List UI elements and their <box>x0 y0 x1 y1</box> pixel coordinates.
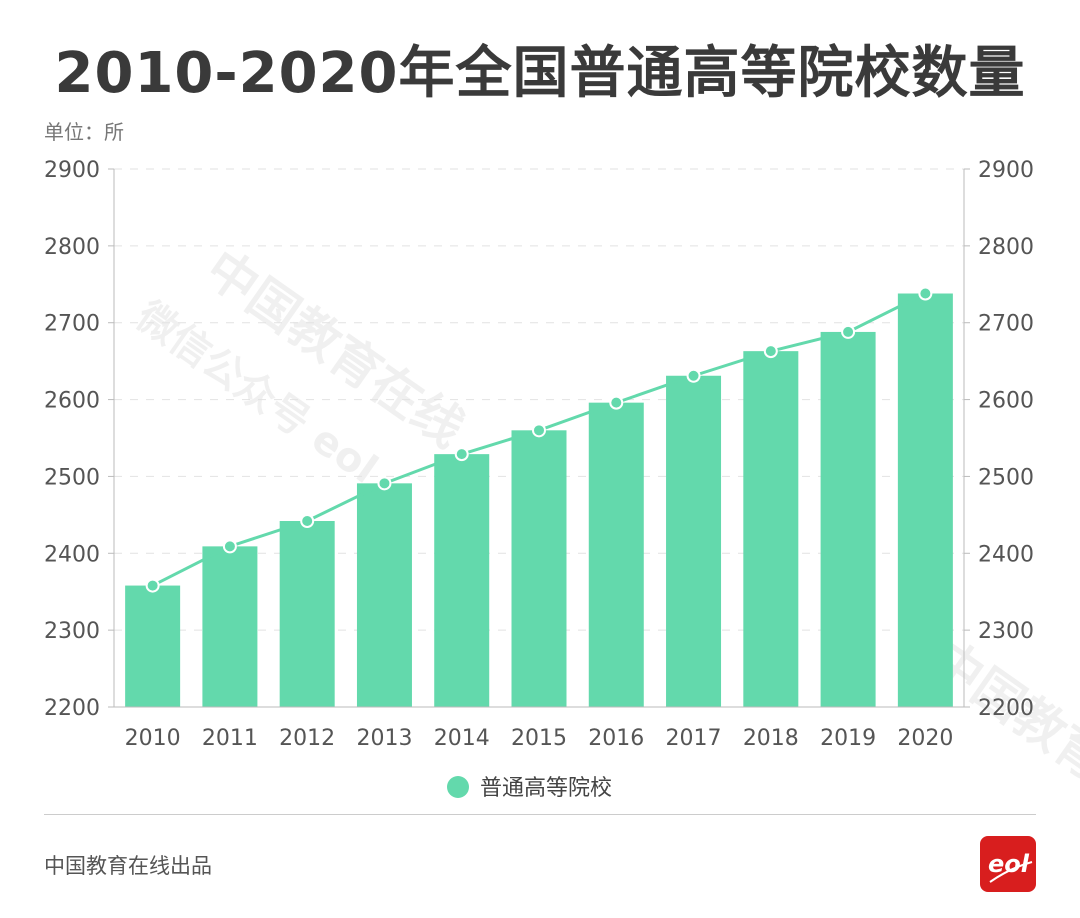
y-tick-label: 2900 <box>44 158 100 183</box>
line-point <box>300 514 315 529</box>
line-point <box>686 368 701 383</box>
y2-tick-label: 2600 <box>978 389 1034 414</box>
x-tick-label: 2020 <box>897 726 953 751</box>
y2-tick-label: 2200 <box>978 696 1034 721</box>
line-point <box>222 539 237 554</box>
line-point <box>377 476 392 491</box>
x-tick-label: 2019 <box>820 726 876 751</box>
bar <box>897 293 953 707</box>
chart: 2200 2300 2400 2500 2600 2700 2800 2900 2200 2300… <box>44 158 1034 801</box>
bar <box>666 375 722 707</box>
y-tick-label: 2200 <box>44 696 100 721</box>
line-point <box>918 286 933 301</box>
eol-logo: eol <box>980 836 1036 892</box>
y-tick-label: 2400 <box>44 542 100 567</box>
line-point <box>763 344 778 359</box>
unit-label: 单位：所 <box>44 120 124 144</box>
bar <box>511 430 567 707</box>
bar <box>125 585 181 707</box>
y2-tick-label: 2400 <box>978 542 1034 567</box>
y-tick-label: 2300 <box>44 619 100 644</box>
divider <box>44 814 1036 815</box>
y-tick-label: 2700 <box>44 312 100 337</box>
line-point <box>145 578 160 593</box>
bar <box>279 521 335 707</box>
x-tick-label: 2015 <box>511 726 567 751</box>
bar <box>743 351 799 707</box>
y-tick-label: 2600 <box>44 389 100 414</box>
line-point <box>609 395 624 410</box>
x-tick-label: 2014 <box>434 726 490 751</box>
legend-marker <box>447 776 469 798</box>
bar <box>820 331 876 707</box>
y2-tick-label: 2800 <box>978 235 1034 260</box>
bar <box>434 454 490 707</box>
line-point <box>532 423 546 438</box>
bar <box>202 546 258 707</box>
line-point <box>454 447 469 462</box>
y2-tick-label: 2500 <box>978 465 1034 490</box>
y2-tick-label: 2300 <box>978 619 1034 644</box>
line-point <box>841 324 856 339</box>
x-tick-label: 2010 <box>125 726 181 751</box>
chart-title: 2010-2020年全国普通高等院校数量 <box>54 41 1026 106</box>
bar <box>356 483 412 707</box>
x-tick-label: 2018 <box>743 726 799 751</box>
legend-label: 普通高等院校 <box>480 776 612 801</box>
y2-tick-label: 2700 <box>978 312 1034 337</box>
x-tick-label: 2012 <box>279 726 335 751</box>
x-tick-label: 2011 <box>202 726 258 751</box>
bar <box>588 402 644 707</box>
x-tick-label: 2017 <box>666 726 722 751</box>
y-tick-label: 2800 <box>44 235 100 260</box>
y2-tick-label: 2900 <box>978 158 1034 183</box>
x-tick-label: 2016 <box>588 726 644 751</box>
credit: 中国教育在线出品 <box>44 854 212 878</box>
y-tick-label: 2500 <box>44 465 100 490</box>
x-tick-label: 2013 <box>356 726 412 751</box>
